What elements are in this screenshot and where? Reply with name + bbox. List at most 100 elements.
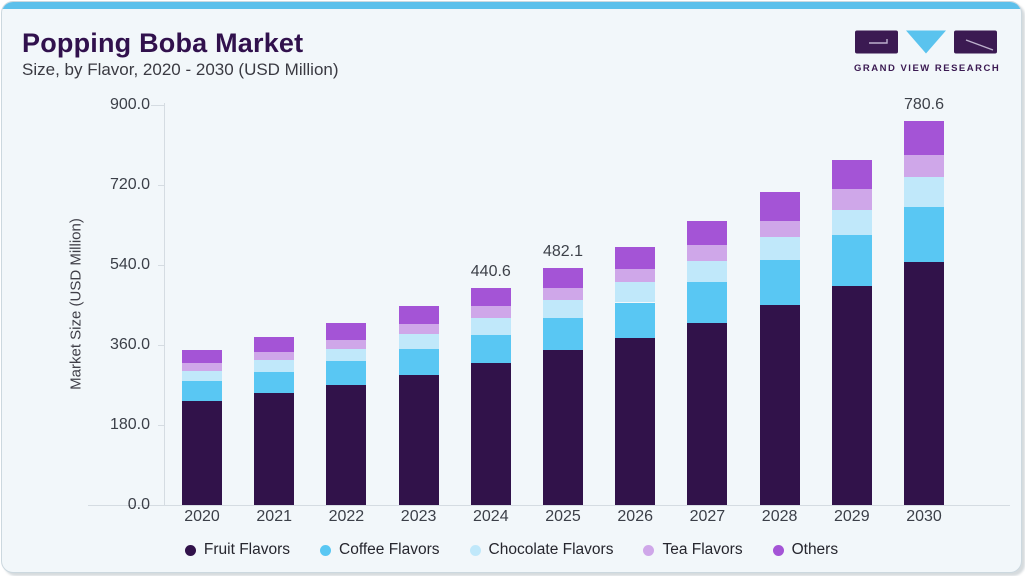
x-tick-label: 2030: [906, 508, 942, 525]
bar-segment-fruit-flavors: [904, 261, 944, 505]
page-title: Popping Boba Market: [22, 28, 304, 58]
legend-swatch-icon: [320, 544, 332, 556]
y-tick-mark: [158, 185, 164, 186]
bar-segment-others: [687, 221, 728, 246]
bar-segment-coffee-flavors: [831, 234, 872, 286]
bar-segment-fruit-flavors: [326, 385, 367, 505]
bar-segment-chocolate-flavors: [831, 209, 872, 235]
bar-segment-fruit-flavors: [543, 350, 583, 505]
legend-label: Chocolate Flavors: [488, 541, 614, 558]
bar-segment-chocolate-flavors: [543, 299, 583, 319]
legend-label: Fruit Flavors: [203, 541, 291, 558]
bar-segment-tea-flavors: [904, 154, 944, 177]
bar-segment-coffee-flavors: [254, 372, 295, 394]
bar-segment-others: [543, 268, 583, 288]
x-tick-label: 2025: [545, 508, 581, 525]
bar-segment-coffee-flavors: [470, 335, 511, 364]
y-tick-mark: [158, 505, 164, 506]
y-tick-mark: [158, 345, 164, 346]
bar-segment-chocolate-flavors: [904, 176, 944, 207]
bar-segment-tea-flavors: [687, 245, 728, 262]
bar-segment-others: [904, 121, 944, 155]
y-tick-label: 540.0: [109, 256, 150, 273]
bar-segment-coffee-flavors: [543, 318, 583, 351]
bar-segment-chocolate-flavors: [182, 370, 222, 381]
y-tick-label: 180.0: [109, 416, 150, 433]
legend-label: Tea Flavors: [662, 541, 743, 558]
bar-segment-tea-flavors: [470, 305, 511, 319]
bar-segment-chocolate-flavors: [470, 318, 511, 336]
legend-item: Fruit Flavors: [184, 541, 291, 559]
y-tick-mark: [158, 265, 164, 266]
bar-segment-fruit-flavors: [759, 305, 800, 505]
card-top-accent-bar: [2, 2, 1021, 9]
bar-segment-others: [470, 288, 511, 306]
x-axis-line: [88, 505, 1010, 506]
bar-segment-others: [398, 306, 439, 325]
x-tick-label: 2029: [834, 508, 870, 525]
bar-total-label: 482.1: [542, 243, 584, 261]
legend-swatch-icon: [184, 544, 196, 556]
x-tick-label: 2026: [617, 508, 653, 525]
legend-label: Coffee Flavors: [339, 541, 440, 558]
bar-segment-fruit-flavors: [182, 401, 222, 505]
chart-legend: Fruit Flavors Coffee Flavors Chocolate Fla…: [2, 541, 1021, 559]
bar-segment-tea-flavors: [254, 351, 295, 360]
y-tick-mark: [151, 105, 164, 106]
legend-item: Coffee Flavors: [320, 541, 440, 559]
gvr-logo-mark-icon: [855, 30, 997, 54]
legend-label: Others: [791, 541, 839, 558]
bar-segment-coffee-flavors: [759, 260, 800, 306]
bar-segment-others: [326, 323, 367, 341]
legend-item: Others: [772, 541, 839, 559]
bar-segment-tea-flavors: [398, 324, 439, 335]
bar-segment-chocolate-flavors: [398, 334, 439, 350]
x-tick-label: 2020: [184, 508, 220, 525]
bar-segment-coffee-flavors: [615, 302, 656, 339]
legend-swatch-icon: [643, 544, 655, 556]
y-tick-label: 720.0: [109, 176, 150, 193]
y-tick-label: 0.0: [127, 496, 150, 513]
bar-segment-coffee-flavors: [904, 206, 944, 262]
legend-item: Tea Flavors: [643, 541, 743, 559]
x-tick-label: 2027: [689, 508, 726, 525]
bar-segment-tea-flavors: [543, 287, 583, 300]
x-tick-label: 2023: [400, 508, 437, 525]
legend-item: Chocolate Flavors: [469, 541, 614, 559]
bar-segment-tea-flavors: [182, 363, 222, 371]
chart-subtitle: Size, by Flavor, 2020 - 2030 (USD Millio…: [22, 60, 339, 79]
bar-segment-others: [254, 336, 295, 352]
y-tick-mark: [158, 425, 164, 426]
bar-segment-chocolate-flavors: [326, 349, 367, 362]
bar-segment-tea-flavors: [759, 220, 800, 237]
bar-segment-chocolate-flavors: [615, 281, 656, 303]
y-tick-label: 900.0: [109, 96, 150, 113]
x-tick-label: 2022: [328, 508, 365, 525]
bar-segment-coffee-flavors: [687, 282, 728, 323]
bar-segment-others: [182, 349, 222, 364]
bar-segment-fruit-flavors: [398, 375, 439, 505]
bar-segment-coffee-flavors: [326, 361, 367, 386]
x-tick-label: 2024: [473, 508, 509, 525]
bar-total-label: 780.6: [903, 96, 945, 114]
bar-segment-others: [759, 192, 800, 221]
bar-segment-chocolate-flavors: [254, 359, 295, 373]
bar-segment-others: [615, 246, 656, 270]
bar-segment-others: [831, 160, 872, 190]
y-axis-line: [164, 103, 165, 506]
x-tick-label: 2028: [761, 508, 798, 525]
bar-total-label: 440.6: [470, 263, 511, 281]
bar-segment-chocolate-flavors: [687, 261, 728, 283]
legend-swatch-icon: [772, 544, 784, 556]
bar-segment-tea-flavors: [615, 269, 656, 282]
legend-swatch-icon: [469, 544, 481, 556]
bar-segment-fruit-flavors: [687, 322, 728, 505]
bar-segment-fruit-flavors: [831, 285, 872, 505]
gvr-logo-text: GRAND VIEW RESEARCH: [854, 63, 1001, 74]
bar-segment-tea-flavors: [326, 340, 367, 350]
x-tick-label: 2021: [256, 508, 292, 525]
bar-segment-fruit-flavors: [470, 363, 511, 505]
y-axis-title: Market Size (USD Million): [67, 218, 85, 390]
